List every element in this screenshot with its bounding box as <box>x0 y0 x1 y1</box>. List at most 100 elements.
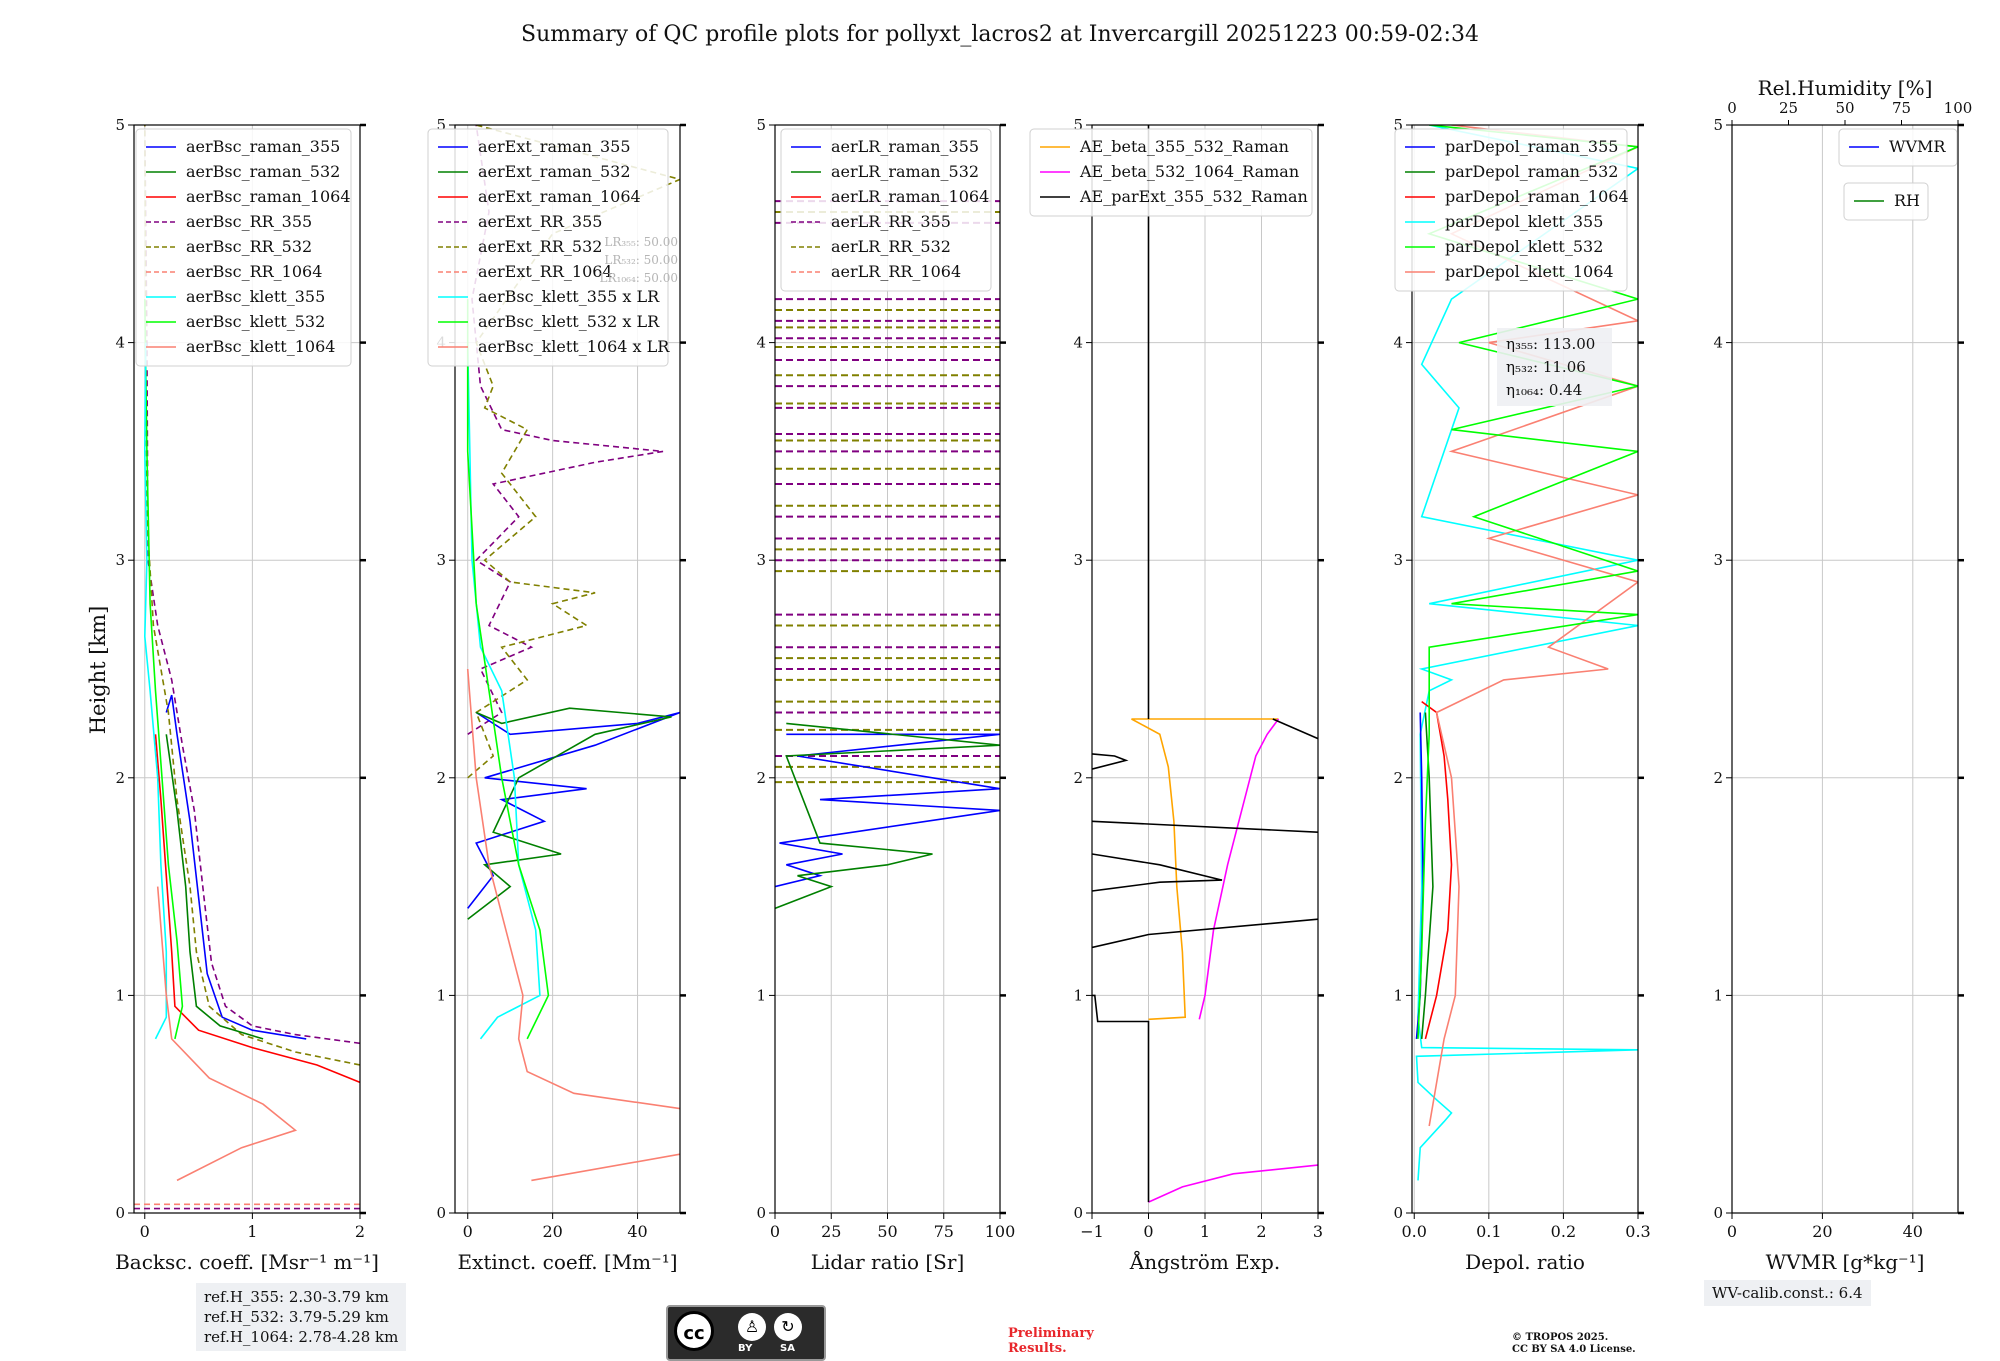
top-x-tick-label: 50 <box>1835 99 1854 117</box>
top-axis-label: Rel.Humidity [%] <box>1758 76 1933 100</box>
legend-frame <box>780 128 992 292</box>
cc-icon: cc <box>674 1311 714 1351</box>
series-aerext-raman-532 <box>467 707 672 920</box>
ref-height-532: ref.H_532: 3.79-5.29 km <box>204 1308 389 1326</box>
x-tick-label: 0.2 <box>1551 1222 1576 1241</box>
y-tick-label: 0 <box>436 1204 446 1222</box>
ref-height-1064: ref.H_1064: 2.78-4.28 km <box>204 1328 399 1346</box>
axes-frame <box>133 124 361 1214</box>
legend-label: aerBsc_klett_1064 <box>186 337 335 356</box>
y-tick-label: 4 <box>115 334 125 352</box>
x-tick-label: 40 <box>627 1222 647 1241</box>
series-aerbsc-klett-355-x-lr <box>466 342 541 1040</box>
data-layer <box>775 200 1000 910</box>
y-tick-label: 2 <box>1713 769 1723 787</box>
y-tick-label: 3 <box>436 551 446 569</box>
x-axis-label: Ångström Exp. <box>1129 1249 1280 1274</box>
y-tick-label: 2 <box>436 769 446 787</box>
x-tick-label: 20 <box>1812 1222 1832 1241</box>
y-tick-label: 4 <box>1073 334 1083 352</box>
x-tick-label: 0.0 <box>1402 1222 1427 1241</box>
legend-label: aerLR_RR_355 <box>831 212 951 231</box>
copyright-line-1: © TROPOS 2025. <box>1512 1332 1609 1343</box>
copyright-line-2: CC BY SA 4.0 License. <box>1512 1344 1636 1355</box>
series-aerbsc-raman-1064 <box>154 734 360 1084</box>
legend-label: aerExt_raman_355 <box>478 137 631 156</box>
eta-frame <box>1497 328 1612 406</box>
sa-label: SA <box>780 1343 795 1354</box>
legend-frame <box>1029 128 1313 217</box>
series-ae-beta-355-532-raman <box>1131 718 1279 1021</box>
legend-label: parDepol_klett_1064 <box>1445 262 1614 281</box>
y-tick-label: 2 <box>1073 769 1083 787</box>
y-tick-label: 4 <box>1393 334 1403 352</box>
legend-frame <box>427 128 669 367</box>
lr-note: LR₁₀₆₄: 50.00 <box>600 271 678 285</box>
series-ae-parext-b <box>1092 918 1318 949</box>
x-axis-label: Depol. ratio <box>1465 1250 1585 1274</box>
legend-label: aerBsc_raman_532 <box>186 162 340 181</box>
legend-label: parDepol_raman_355 <box>1445 137 1618 156</box>
legend-wv: WVMR <box>1838 128 1958 167</box>
legend-label: aerBsc_raman_1064 <box>186 187 351 206</box>
legend-frame <box>1838 128 1958 167</box>
x-tick-label: 50 <box>877 1222 897 1241</box>
legend-label: parDepol_raman_532 <box>1445 162 1618 181</box>
legend-label: aerLR_raman_1064 <box>831 187 989 206</box>
eta-value: η₁₀₆₄: 0.44 <box>1506 381 1582 399</box>
x-tick-label: 1 <box>247 1222 257 1241</box>
y-tick-label: 0 <box>1393 1204 1403 1222</box>
legend-label: aerExt_RR_1064 <box>478 262 613 281</box>
y-tick-label: 2 <box>756 769 766 787</box>
legend-label: WVMR <box>1889 137 1946 156</box>
top-x-tick-label: 75 <box>1892 99 1911 117</box>
x-tick-label: 40 <box>1903 1222 1923 1241</box>
y-tick-label: 2 <box>1393 769 1403 787</box>
y-tick-label: 5 <box>115 116 125 134</box>
y-tick-label: 5 <box>1073 116 1083 134</box>
top-x-tick-label: 0 <box>1727 99 1737 117</box>
legend-label: aerBsc_RR_355 <box>186 212 312 231</box>
by-person-icon: ♙ <box>738 1313 766 1341</box>
legend-label: AE_beta_532_1064_Raman <box>1079 162 1299 181</box>
legend-label: aerLR_raman_355 <box>831 137 979 156</box>
series-aerext-raman-355 <box>467 711 680 909</box>
legend-label: AE_beta_355_532_Raman <box>1079 137 1289 156</box>
legend-label: aerBsc_klett_532 x LR <box>478 312 660 331</box>
panel-depol: 0 1 2 3 4 5 0.0 0.1 0.2 0.3 Depol. ratio parDepol_r… <box>1393 116 1650 1274</box>
legend-bsc: aerBsc_raman_355 aerBsc_raman_532 aerBsc_r… <box>135 128 352 367</box>
y-tick-label: 1 <box>436 986 446 1004</box>
legend-label: aerLR_RR_1064 <box>831 262 961 281</box>
legend-label: aerBsc_RR_1064 <box>186 262 322 281</box>
legend-lr: aerLR_raman_355 aerLR_raman_532 aerLR_rama… <box>780 128 992 292</box>
preliminary-line-2: Results. <box>1008 1341 1067 1356</box>
by-label: BY <box>738 1343 753 1354</box>
preliminary-line-1: Preliminary <box>1008 1326 1094 1341</box>
y-tick-label: 3 <box>1393 551 1403 569</box>
x-axis-label: Lidar ratio [Sr] <box>811 1250 965 1274</box>
top-x-tick-label: 100 <box>1944 99 1973 117</box>
y-tick-label: 5 <box>1713 116 1723 134</box>
lr-note: LR₃₅₅: 50.00 <box>604 235 678 249</box>
x-tick-label: 2 <box>1256 1222 1266 1241</box>
y-tick-label: 0 <box>1713 1204 1723 1222</box>
series-ae-parext-355-532-raman <box>1092 994 1150 1203</box>
legend-label: aerBsc_klett_532 <box>186 312 325 331</box>
x-axis-label: WVMR [g*kg⁻¹] <box>1766 1250 1925 1274</box>
y-tick-label: 3 <box>1073 551 1083 569</box>
y-tick-label: 5 <box>1393 116 1403 134</box>
y-tick-label: 1 <box>115 986 125 1004</box>
legend-label: aerBsc_klett_355 <box>186 287 325 306</box>
series-aerbsc-klett-1064 <box>156 886 298 1182</box>
axes-frame <box>1731 124 1959 1214</box>
y-tick-label: 4 <box>1713 334 1723 352</box>
legend-label: aerBsc_klett_355 x LR <box>478 287 660 306</box>
cc-license-badge[interactable]: cc ♙ ↻ BY SA <box>666 1305 826 1361</box>
series-ae-parext-c <box>1092 853 1223 892</box>
axes-frame <box>1411 124 1639 1214</box>
y-tick-label: 1 <box>1713 986 1723 1004</box>
legend-label: parDepol_raman_1064 <box>1445 187 1629 206</box>
series-aerbsc-klett-532-x-lr <box>466 299 550 1040</box>
